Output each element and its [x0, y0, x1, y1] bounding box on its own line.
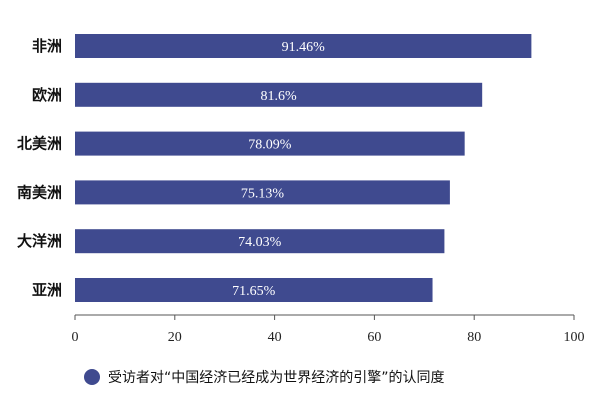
category-label: 大洋洲: [17, 232, 62, 250]
bar-value-label: 74.03%: [238, 235, 282, 250]
bar-value-label: 75.13%: [241, 186, 285, 201]
bar-2: [75, 82, 483, 107]
bar-1: [75, 34, 532, 58]
x-tick-label: 20: [168, 330, 182, 345]
x-tick-label: 40: [268, 330, 282, 345]
x-tick-label: 0: [72, 330, 79, 345]
bars-layer: [75, 34, 532, 302]
x-tick-label: 80: [467, 330, 481, 345]
category-label: 非洲: [32, 37, 62, 55]
value-labels: 91.46% 81.6% 78.09% 75.13% 74.03% 71.65%: [232, 40, 325, 299]
legend-label: 受访者对“中国经济已经成为世界经济的引擎”的认同度: [108, 370, 445, 386]
category-label: 南美洲: [17, 183, 62, 201]
bar-6: [75, 278, 433, 302]
category-label: 欧洲: [32, 86, 62, 104]
x-tick-label: 60: [367, 330, 381, 345]
x-tick-label: 100: [564, 330, 585, 345]
legend: 受访者对“中国经济已经成为世界经济的引擎”的认同度: [84, 369, 445, 386]
category-label: 亚洲: [32, 281, 62, 299]
bar-3: [75, 131, 465, 156]
bar-value-label: 71.65%: [232, 284, 276, 299]
bar-value-label: 78.09%: [248, 138, 292, 153]
legend-marker: [84, 369, 100, 385]
bar-4: [75, 180, 450, 205]
bar-value-label: 81.6%: [261, 89, 298, 104]
x-axis-ticks: 0 20 40 60 80 100: [72, 315, 585, 345]
bar-value-label: 91.46%: [282, 40, 326, 55]
category-label: 北美洲: [17, 135, 62, 153]
bar-5: [75, 229, 445, 254]
